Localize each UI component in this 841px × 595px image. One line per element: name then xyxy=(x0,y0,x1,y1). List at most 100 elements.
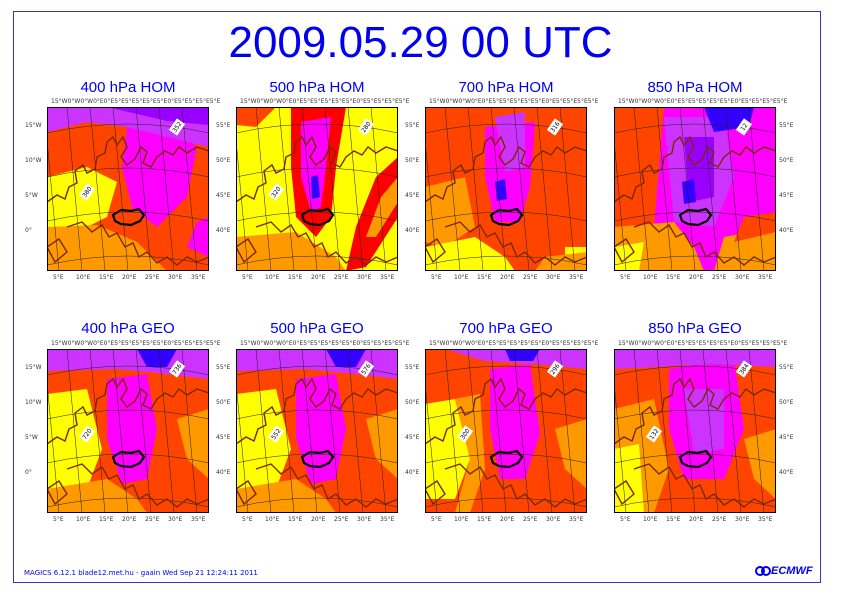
lon-top-labels: 15°W0°W0°W0°E0°E5°E5°E5°E5°E5°E0°E5°E5°E… xyxy=(429,98,599,105)
lon-bottom-label: 15°E xyxy=(477,516,492,523)
page-title: 2009.05.29 00 UTC xyxy=(228,18,613,67)
hungary-border xyxy=(678,449,713,469)
lat-label: 40°E xyxy=(405,469,420,476)
lon-bottom-label: 5°E xyxy=(53,516,64,523)
lon-top-labels: 15°W0°W0°W0°E0°E5°E5°E5°E5°E5°E0°E5°E5°E… xyxy=(429,340,599,347)
logo-text: ECMWF xyxy=(771,565,813,577)
hungary-border xyxy=(678,207,713,227)
panel-title: 500 hPa GEO xyxy=(270,320,364,337)
lat-label: 40°E xyxy=(216,469,231,476)
lon-bottom-label: 10°E xyxy=(265,274,280,281)
lon-bottom-label: 20°E xyxy=(311,516,326,523)
contour-value-label: 352 xyxy=(168,118,186,136)
field-region xyxy=(326,349,366,367)
map-frame xyxy=(614,107,776,271)
contour-value-label: 384 xyxy=(735,360,753,378)
coastline xyxy=(236,377,398,508)
hungary-border xyxy=(489,207,524,227)
ecmwf-logo-icon xyxy=(755,566,771,577)
lon-bottom-label: 10°E xyxy=(643,274,658,281)
lon-bottom-label: 30°E xyxy=(168,274,183,281)
field-region xyxy=(236,479,336,513)
lat-label: 5°W xyxy=(25,192,38,199)
field-region xyxy=(236,232,346,271)
lat-label: 55°E xyxy=(216,122,231,129)
contour-value-label: 552 xyxy=(267,425,285,443)
lon-bottom-label: 25°E xyxy=(712,274,727,281)
coastline xyxy=(47,377,209,508)
ecmwf-logo: ECMWF xyxy=(755,565,813,577)
lon-bottom-label: 20°E xyxy=(500,516,515,523)
lat-label: 50°E xyxy=(405,157,420,164)
lat-label: 45°E xyxy=(779,434,794,441)
contour-value-text: 12 xyxy=(739,122,749,132)
map-frame xyxy=(236,107,398,271)
lat-label: 5°W xyxy=(25,434,38,441)
lat-label: 50°E xyxy=(216,157,231,164)
lon-bottom-label: 30°E xyxy=(357,274,372,281)
contour-map: 384 132 xyxy=(614,349,776,513)
lon-bottom-label: 10°E xyxy=(76,274,91,281)
lon-bottom-label: 25°E xyxy=(334,516,349,523)
lon-bottom-label: 15°E xyxy=(288,516,303,523)
lon-bottom-label: 15°E xyxy=(99,516,114,523)
lat-label: 45°E xyxy=(405,192,420,199)
map-frame xyxy=(614,349,776,513)
lon-bottom-label: 35°E xyxy=(380,274,395,281)
lon-top-labels: 15°W0°W0°W0°E0°E5°E5°E5°E5°E5°E0°E5°E5°E… xyxy=(618,340,788,347)
lat-label: 40°E xyxy=(779,227,794,234)
field-region xyxy=(187,217,209,257)
contour-value-label: 736 xyxy=(168,360,186,378)
field-region xyxy=(744,429,776,499)
contour-value-label: 316 xyxy=(546,118,564,136)
lon-bottom-label: 35°E xyxy=(758,274,773,281)
map-frame xyxy=(425,107,587,271)
contour-value-label: 380 xyxy=(78,183,96,201)
lon-bottom-label: 5°E xyxy=(242,516,253,523)
graticule xyxy=(425,349,587,513)
panel-title: 500 hPa HOM xyxy=(269,79,365,96)
hungary-border xyxy=(489,449,524,469)
lon-bottom-label: 15°E xyxy=(666,274,681,281)
field-region xyxy=(137,349,177,367)
hungary-border xyxy=(300,207,335,227)
lon-bottom-label: 20°E xyxy=(500,274,515,281)
lon-bottom-label: 30°E xyxy=(168,516,183,523)
lat-label: 50°E xyxy=(779,157,794,164)
lon-bottom-label: 5°E xyxy=(620,516,631,523)
lat-label: 40°E xyxy=(405,227,420,234)
field-region xyxy=(346,157,398,271)
lon-bottom-label: 5°E xyxy=(242,274,253,281)
lon-bottom-label: 20°E xyxy=(311,274,326,281)
plot-frame xyxy=(13,11,821,583)
lon-bottom-label: 10°E xyxy=(643,516,658,523)
lon-top-labels: 15°W0°W0°W0°E0°E5°E5°E5°E5°E5°E0°E5°E5°E… xyxy=(51,340,221,347)
lat-label: 45°E xyxy=(779,192,794,199)
panel-title: 850 hPa GEO xyxy=(648,320,742,337)
graticule xyxy=(236,107,398,271)
lon-top-labels: 15°W0°W0°W0°E0°E5°E5°E5°E5°E5°E0°E5°E5°E… xyxy=(618,98,788,105)
contour-value-label: 300 xyxy=(456,425,474,443)
field-region xyxy=(734,212,776,242)
contour-value-label: 320 xyxy=(267,183,285,201)
lon-bottom-label: 30°E xyxy=(735,516,750,523)
lat-label: 55°E xyxy=(405,122,420,129)
lon-bottom-label: 25°E xyxy=(523,516,538,523)
lon-bottom-label: 35°E xyxy=(191,274,206,281)
field-region xyxy=(614,349,776,369)
lat-label: 40°E xyxy=(216,227,231,234)
lon-bottom-label: 35°E xyxy=(569,274,584,281)
field-region xyxy=(236,107,276,127)
coastline xyxy=(236,135,398,266)
lon-bottom-label: 25°E xyxy=(712,516,727,523)
lat-label: 15°W xyxy=(25,122,42,129)
field-region xyxy=(495,179,507,201)
contour-map: 576 552 xyxy=(236,349,398,513)
lon-bottom-label: 25°E xyxy=(334,274,349,281)
coastline xyxy=(47,135,209,266)
lon-bottom-label: 5°E xyxy=(53,274,64,281)
lon-bottom-label: 25°E xyxy=(145,274,160,281)
field-region xyxy=(614,444,644,513)
contour-map: 352 380 xyxy=(47,107,209,271)
lon-bottom-label: 30°E xyxy=(735,274,750,281)
